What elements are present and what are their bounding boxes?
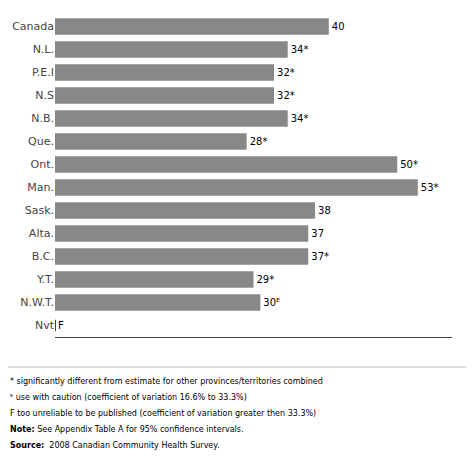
svg-text:38: 38	[318, 205, 331, 216]
svg-text:34*: 34*	[291, 44, 309, 55]
svg-text:Man.: Man.	[27, 181, 54, 194]
svg-text:29*: 29*	[257, 274, 275, 285]
svg-text:Que.: Que.	[28, 135, 54, 148]
svg-text:N.B.: N.B.	[31, 112, 54, 125]
svg-text:F too unreliable to be publish: F too unreliable to be published (coeffi…	[10, 409, 316, 418]
svg-text:N.S: N.S	[35, 89, 54, 102]
svg-text:32*: 32*	[277, 90, 295, 101]
svg-text:Canada: Canada	[12, 20, 54, 33]
svg-text:Note: See Appendix Table A for: Note: See Appendix Table A for 95% confi…	[10, 425, 244, 434]
svg-text:* significantly different from: * significantly different from estimate …	[10, 377, 323, 386]
svg-text:32*: 32*	[277, 67, 295, 78]
svg-text:N.L.: N.L.	[33, 43, 54, 56]
svg-text:50*: 50*	[400, 159, 418, 170]
svg-text:40: 40	[332, 21, 345, 32]
svg-text:P.E.I: P.E.I	[32, 66, 54, 79]
svg-text:Source: 2008 Canadian Communi: Source: 2008 Canadian Community Health S…	[10, 441, 219, 450]
svg-text:Ont.: Ont.	[31, 158, 54, 171]
svg-text:30ᴱ: 30ᴱ	[263, 297, 280, 308]
svg-text:37: 37	[311, 228, 324, 239]
svg-text:Nvt: Nvt	[35, 319, 55, 332]
svg-text:N.W.T.: N.W.T.	[20, 296, 54, 309]
svg-text:Alta.: Alta.	[29, 227, 54, 240]
svg-text:ᴱ use with caution (coefficien: ᴱ use with caution (coefficient of varia…	[10, 393, 247, 402]
svg-text:Y.T.: Y.T.	[36, 273, 54, 286]
svg-text:B.C.: B.C.	[32, 250, 54, 263]
svg-text:28*: 28*	[250, 136, 268, 147]
svg-text:34*: 34*	[291, 113, 309, 124]
svg-text:53*: 53*	[421, 182, 439, 193]
svg-text:37*: 37*	[311, 251, 329, 262]
svg-text:Sask.: Sask.	[25, 204, 54, 217]
svg-text:F: F	[58, 320, 64, 331]
